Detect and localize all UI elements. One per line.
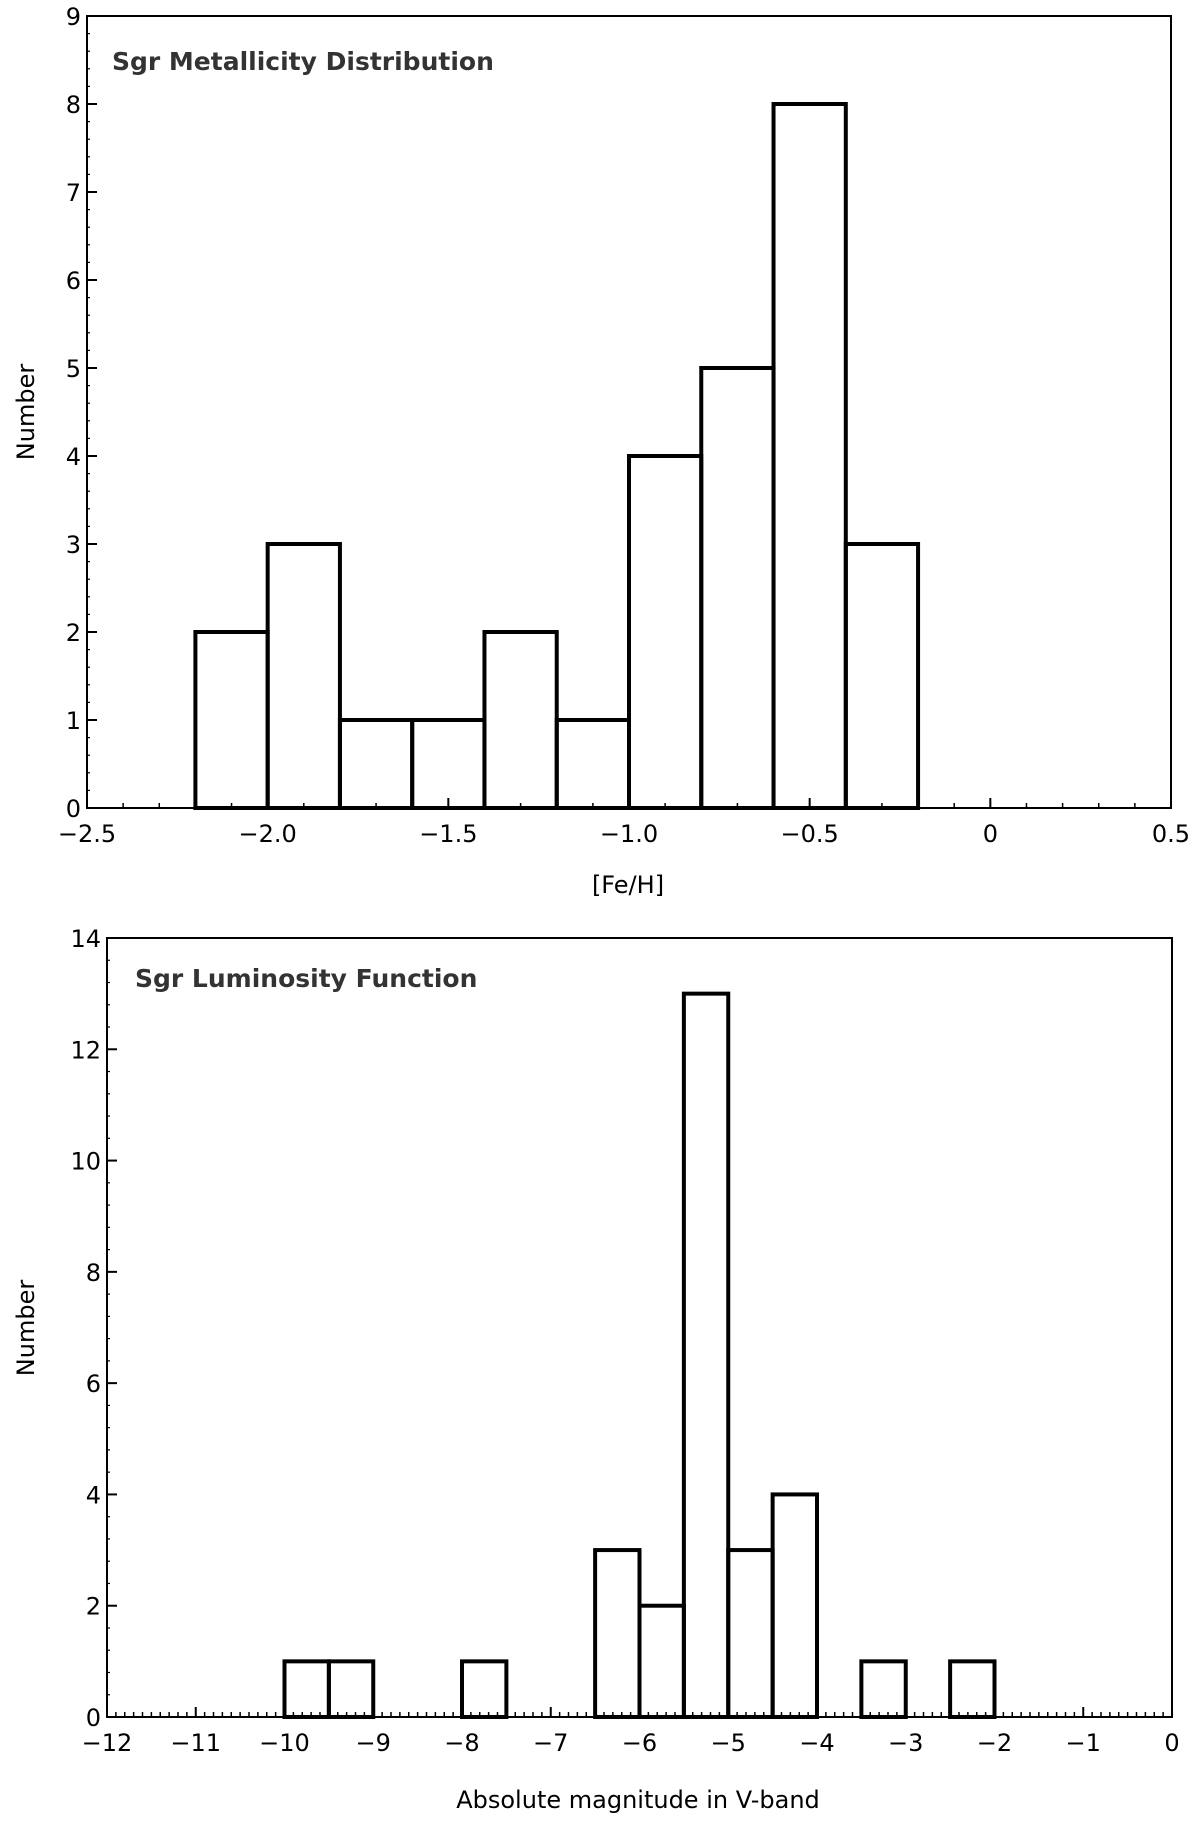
- x-tick-label: −2.0: [239, 820, 297, 848]
- histogram-bar: [554, 718, 632, 810]
- x-tick-label: −0.5: [781, 820, 839, 848]
- y-tick-label: 1: [66, 707, 81, 735]
- histogram-bar: [482, 630, 559, 810]
- x-tick-label: −3: [888, 1729, 923, 1757]
- x-axis-label: [Fe/H]: [592, 871, 664, 899]
- x-tick-label: −1: [1066, 1729, 1101, 1757]
- y-tick-label: 9: [66, 3, 81, 31]
- histogram-bar: [637, 1603, 686, 1719]
- histogram-bar: [699, 366, 776, 810]
- histogram-bar: [859, 1659, 908, 1720]
- y-tick-label: 5: [66, 355, 81, 383]
- histogram-bar: [282, 1659, 331, 1720]
- x-tick-label: 0.5: [1152, 820, 1190, 848]
- y-tick-label: 6: [86, 1370, 101, 1398]
- x-tick-label: −8: [444, 1729, 479, 1757]
- metallicity-chart: Sgr Metallicity Distribution [Fe/H] Numb…: [12, 3, 1190, 899]
- histogram-bar: [770, 1492, 819, 1720]
- y-tick-label: 7: [66, 179, 81, 207]
- y-tick-label: 8: [66, 91, 81, 119]
- histogram-bar: [460, 1659, 509, 1720]
- y-tick-label: 4: [86, 1481, 101, 1509]
- histogram-bar: [193, 630, 270, 810]
- x-axis-label: Absolute magnitude in V-band: [456, 1786, 820, 1814]
- y-tick-label: 2: [66, 619, 81, 647]
- y-tick-label: 4: [66, 443, 81, 471]
- histogram-bar: [265, 542, 342, 810]
- histogram-bar: [681, 991, 731, 1719]
- y-tick-label: 3: [66, 531, 81, 559]
- y-tick-label: 2: [86, 1593, 101, 1621]
- x-tick-label: −5: [711, 1729, 746, 1757]
- x-tick-label: −1.0: [600, 820, 658, 848]
- x-tick-label: −2.5: [58, 820, 116, 848]
- histogram-bar: [337, 718, 415, 810]
- x-tick-label: −10: [259, 1729, 310, 1757]
- x-tick-label: −6: [622, 1729, 657, 1757]
- chart-title: Sgr Luminosity Function: [135, 964, 477, 993]
- histogram-bar: [410, 718, 487, 810]
- x-tick-label: 0: [983, 820, 998, 848]
- histogram-bar: [843, 542, 921, 810]
- x-tick-label: −1.5: [419, 820, 477, 848]
- histogram-bar: [726, 1548, 775, 1719]
- y-axis-label: Number: [12, 1280, 40, 1377]
- y-tick-label: 14: [70, 925, 101, 953]
- y-tick-label: 12: [70, 1036, 101, 1064]
- y-tick-label: 0: [66, 795, 81, 823]
- histogram-bar: [326, 1659, 376, 1720]
- y-tick-label: 8: [86, 1259, 101, 1287]
- x-tick-label: −9: [356, 1729, 391, 1757]
- chart-title: Sgr Metallicity Distribution: [112, 47, 494, 76]
- x-tick-label: −7: [533, 1729, 568, 1757]
- y-axis-label: Number: [12, 364, 40, 461]
- y-tick-label: 10: [70, 1148, 101, 1176]
- y-tick-label: 6: [66, 267, 81, 295]
- x-tick-label: −12: [82, 1729, 133, 1757]
- luminosity-chart: Sgr Luminosity Function Absolute magnitu…: [12, 925, 1180, 1814]
- histogram-bar: [948, 1659, 997, 1720]
- x-tick-label: −4: [799, 1729, 834, 1757]
- x-tick-label: −2: [977, 1729, 1012, 1757]
- histogram-bar: [771, 102, 848, 810]
- histogram-bar: [627, 454, 704, 810]
- y-tick-label: 0: [86, 1704, 101, 1732]
- histogram-bar: [593, 1548, 642, 1719]
- x-tick-label: 0: [1164, 1729, 1179, 1757]
- x-tick-label: −11: [170, 1729, 221, 1757]
